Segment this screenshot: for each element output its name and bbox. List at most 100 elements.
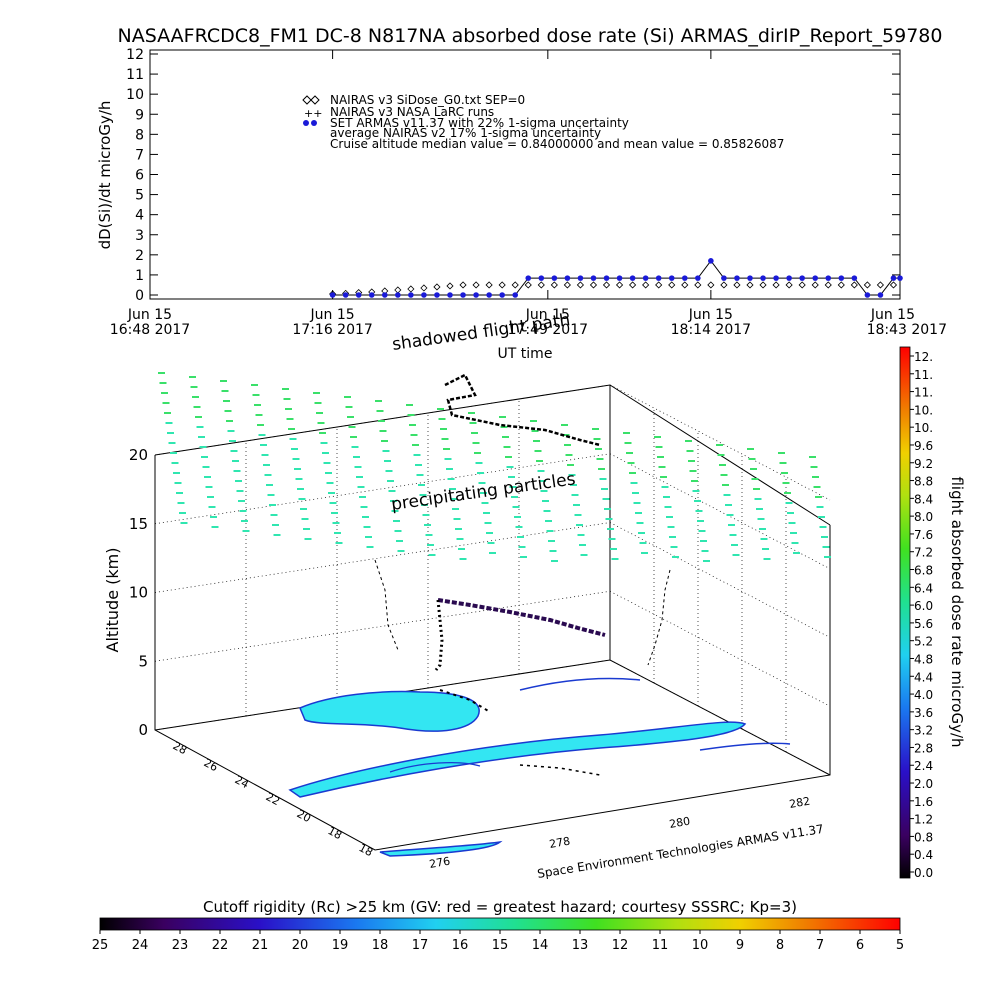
armas-point [381,292,388,298]
nairas-point [407,285,415,293]
particle-mark [818,516,825,518]
colorbar-bottom-tick-label: 12 [612,938,629,953]
colorbar-right-tick-label: 4.4 [914,670,933,684]
particle-mark [518,546,526,548]
particle-mark [412,444,419,446]
particle-mark [511,496,518,498]
colorbar-right-tick-label: 8.0 [914,510,933,524]
particle-mark [480,492,487,494]
armas-point [447,292,453,298]
y-tick-label: 10 [126,87,144,103]
y-tick-label: 9 [135,107,144,123]
particle-mark [229,440,236,442]
particle-mark [168,442,176,444]
particle-mark [757,518,765,520]
armas-point [642,275,649,281]
particle-mark [574,514,582,516]
longitude-ticks: 276 278 280 282 [428,795,811,871]
particle-mark [502,436,509,438]
particle-mark [446,468,453,470]
particle-mark [481,502,489,504]
flight-3d-panel: shadowed flight path precipitating parti… [103,310,831,881]
particle-mark [822,546,830,548]
colorbar-right-tick-label: 10. [914,421,933,435]
particle-mark [596,458,604,460]
particle-field [158,372,831,562]
particle-mark [641,552,648,554]
particle-mark [211,526,219,528]
rigidity-contour-mid [288,721,747,798]
particle-mark [198,436,205,438]
y-tick-label: 11 [126,67,144,83]
particle-mark [790,532,797,534]
armas-point [877,292,884,298]
nairas-point [876,281,885,289]
particle-mark [703,560,710,562]
particle-mark [192,396,199,398]
particle-mark [354,466,362,468]
particle-mark [285,408,292,410]
colorbar-bottom-tick-label: 14 [532,938,549,953]
particle-mark [385,470,393,472]
particle-mark [378,420,385,422]
particle-mark [424,524,431,526]
x-tick-time: 18:14 2017 [671,322,751,338]
particle-mark [238,500,245,502]
particle-mark [260,444,267,446]
x-tick-date: Jun 15 [525,307,570,323]
particle-mark [576,524,583,526]
particle-mark [450,498,458,500]
particle-mark [701,550,709,552]
colorbar-right-tick-label: 4.0 [914,688,933,702]
nairas-point [759,281,767,289]
particle-mark [261,454,269,456]
particle-mark [686,450,694,452]
colorbar-right-tick-label: 3.6 [914,706,933,720]
particle-mark [331,512,338,514]
armas-point [734,275,740,281]
particle-mark [623,432,630,434]
nairas-point [720,281,728,289]
particle-mark [592,428,599,430]
altitude-tick-label: 5 [138,652,148,670]
colorbar-right-tick-label: 3.2 [914,724,933,738]
colorbar-right-tick-label: 1.2 [914,813,933,827]
colorbar-right: 12. 11. 11. 10. 10. 9.6 9.2 8.8 8.4 8.0 7.6 7.2 6.8 6… [899,346,966,880]
nairas-point [707,281,715,289]
altitude-tick-label: 0 [138,721,148,739]
colorbar-right-tick-label: 2.0 [914,777,933,791]
particle-mark [759,528,766,530]
particle-mark [292,458,300,460]
particle-mark [720,474,728,476]
colorbar-right-tick-label: 4.8 [914,652,933,666]
particle-mark [716,444,723,446]
figure-title: NASAAFRCDC8_FM1 DC-8 N817NA absorbed dos… [118,25,943,47]
rigidity-contour-south [379,840,503,857]
particle-mark [663,496,670,498]
particle-mark [356,476,363,478]
particle-mark [263,464,270,466]
particle-mark [456,538,464,540]
nairas-point [459,281,467,289]
particle-mark [788,522,796,524]
armas-point [512,292,519,298]
particle-mark [539,480,546,482]
particle-mark [210,516,217,518]
armas-point [525,275,532,281]
particle-mark [344,396,351,398]
y-tick-label: 5 [135,188,144,204]
particle-mark [469,422,477,424]
armas-point [460,292,466,298]
particle-mark [762,548,769,550]
particle-mark [224,410,232,412]
particle-mark [695,510,703,512]
particle-mark [410,434,418,436]
armas-point [838,275,845,281]
particle-mark [264,474,272,476]
nairas-point [563,281,571,289]
particle-mark [607,528,614,530]
particle-mark [158,372,165,374]
particle-mark [441,438,449,440]
flight-path-descent-right [647,569,671,666]
